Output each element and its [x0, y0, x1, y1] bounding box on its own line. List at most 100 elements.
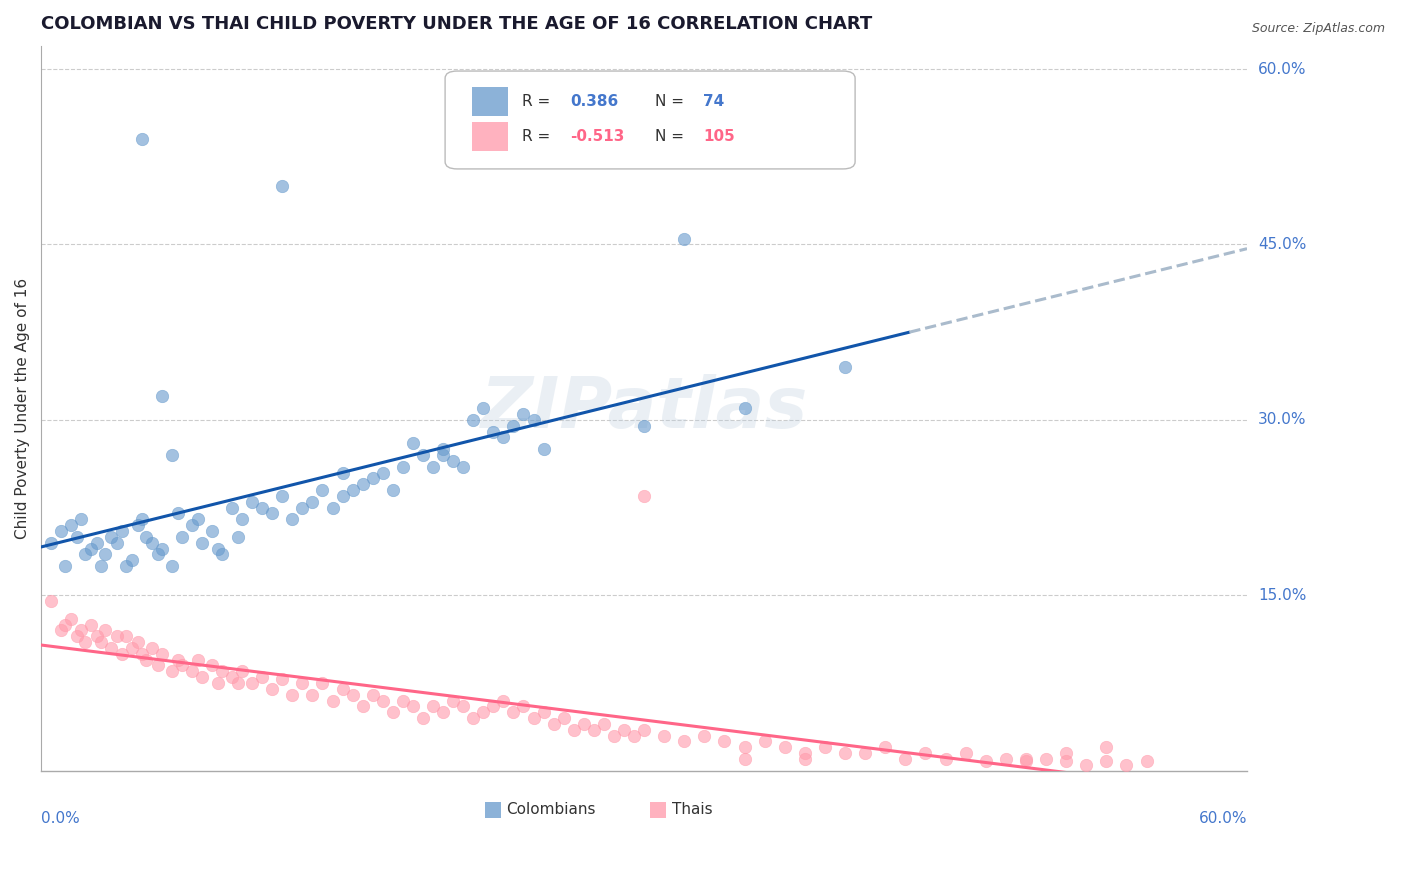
Point: [371, 466, 394, 480]
Point: [250, 670, 273, 684]
Point: [281, 688, 304, 702]
Point: [211, 547, 233, 561]
Point: [713, 734, 735, 748]
Point: [127, 518, 149, 533]
Point: [1135, 755, 1157, 769]
Point: [472, 401, 495, 416]
Point: [201, 524, 224, 538]
Point: [271, 673, 294, 687]
Point: [381, 705, 404, 719]
Point: [207, 676, 229, 690]
Point: [342, 688, 364, 702]
Point: [543, 717, 565, 731]
Text: 30.0%: 30.0%: [1258, 412, 1306, 427]
Point: [201, 658, 224, 673]
Point: [463, 711, 485, 725]
Point: [432, 442, 454, 456]
Point: [773, 740, 796, 755]
Point: [170, 530, 193, 544]
Text: Source: ZipAtlas.com: Source: ZipAtlas.com: [1251, 22, 1385, 36]
Point: [1095, 740, 1118, 755]
Point: [352, 699, 374, 714]
Point: [633, 489, 655, 503]
Point: [150, 647, 173, 661]
Text: N =: N =: [655, 94, 689, 109]
Point: [853, 746, 876, 760]
Point: [361, 471, 384, 485]
Point: [121, 640, 143, 655]
Point: [935, 752, 957, 766]
Point: [603, 729, 626, 743]
Text: 0.0%: 0.0%: [41, 811, 80, 826]
Point: [231, 665, 253, 679]
Point: [262, 507, 284, 521]
Point: [582, 723, 605, 737]
Point: [107, 535, 129, 549]
Point: [1015, 752, 1038, 766]
Point: [114, 559, 136, 574]
FancyBboxPatch shape: [471, 87, 508, 116]
Point: [127, 635, 149, 649]
Point: [250, 500, 273, 515]
Point: [100, 640, 122, 655]
Point: [1095, 755, 1118, 769]
Text: R =: R =: [522, 94, 555, 109]
Point: [53, 559, 76, 574]
Text: ZIPatlas: ZIPatlas: [481, 374, 808, 442]
Point: [311, 483, 333, 497]
Point: [1054, 755, 1077, 769]
Point: [472, 705, 495, 719]
Point: [60, 612, 83, 626]
Text: 105: 105: [703, 128, 735, 144]
Point: [1035, 752, 1057, 766]
Point: [51, 624, 73, 638]
Point: [135, 530, 157, 544]
Point: [734, 740, 756, 755]
FancyBboxPatch shape: [446, 71, 855, 169]
Point: [441, 693, 464, 707]
Point: [502, 705, 524, 719]
Point: [1076, 757, 1098, 772]
Point: [1054, 746, 1077, 760]
Point: [613, 723, 636, 737]
Point: [166, 652, 188, 666]
Point: [412, 711, 434, 725]
Point: [86, 535, 108, 549]
Point: [734, 752, 756, 766]
Point: [39, 535, 62, 549]
Point: [402, 436, 425, 450]
Point: [150, 541, 173, 556]
Point: [492, 693, 515, 707]
Point: [633, 418, 655, 433]
Text: 15.0%: 15.0%: [1258, 588, 1306, 603]
Point: [352, 477, 374, 491]
Text: -0.513: -0.513: [571, 128, 624, 144]
Point: [342, 483, 364, 497]
Point: [221, 500, 243, 515]
Text: 60.0%: 60.0%: [1198, 811, 1247, 826]
Point: [146, 547, 169, 561]
Point: [422, 459, 444, 474]
Point: [226, 530, 249, 544]
Point: [451, 459, 474, 474]
Point: [463, 413, 485, 427]
Point: [301, 688, 323, 702]
Point: [793, 752, 815, 766]
Point: [131, 647, 153, 661]
Point: [60, 518, 83, 533]
Point: [110, 524, 132, 538]
Point: [191, 535, 214, 549]
Point: [281, 512, 304, 526]
Point: [141, 640, 163, 655]
Text: 0.386: 0.386: [571, 94, 619, 109]
Text: R =: R =: [522, 128, 555, 144]
Point: [180, 665, 202, 679]
Point: [70, 512, 93, 526]
Point: [141, 535, 163, 549]
Point: [875, 740, 897, 755]
Point: [572, 717, 595, 731]
Point: [512, 407, 534, 421]
Point: [271, 489, 294, 503]
Point: [262, 681, 284, 696]
Point: [834, 360, 856, 375]
